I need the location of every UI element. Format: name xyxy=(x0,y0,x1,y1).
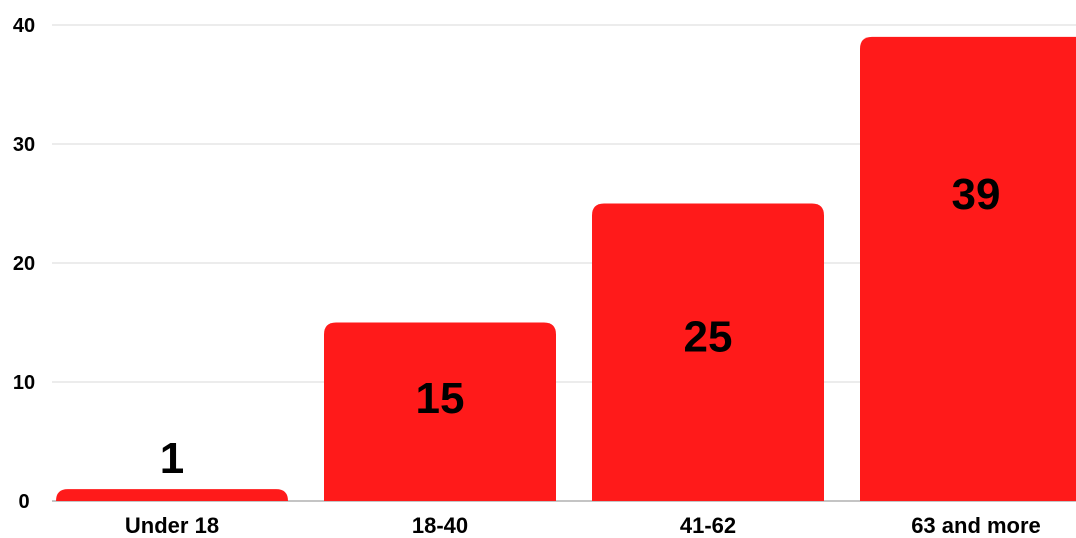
y-tick-label-10: 10 xyxy=(13,372,35,394)
bar-2 xyxy=(592,203,824,501)
bar-3 xyxy=(860,36,1076,501)
x-category-label-2: 41-62 xyxy=(680,513,736,538)
bar-1 xyxy=(324,322,556,501)
y-tick-label-40: 40 xyxy=(13,15,35,37)
y-tick-label-0: 0 xyxy=(18,491,29,513)
data-label-2: 25 xyxy=(684,312,733,361)
data-label-0: 1 xyxy=(160,434,184,483)
data-label-3: 39 xyxy=(952,170,1001,219)
bars-layer xyxy=(56,36,1076,501)
x-category-label-0: Under 18 xyxy=(125,513,219,538)
y-tick-label-20: 20 xyxy=(13,253,35,275)
labels-layer: Under 18 1 18-40 15 41-62 25 63 and more 39 xyxy=(125,170,1041,538)
y-tick-label-30: 30 xyxy=(13,134,35,156)
x-category-label-1: 18-40 xyxy=(412,513,468,538)
data-label-1: 15 xyxy=(416,374,465,423)
x-category-label-3: 63 and more xyxy=(911,513,1041,538)
bar-0 xyxy=(56,489,288,501)
